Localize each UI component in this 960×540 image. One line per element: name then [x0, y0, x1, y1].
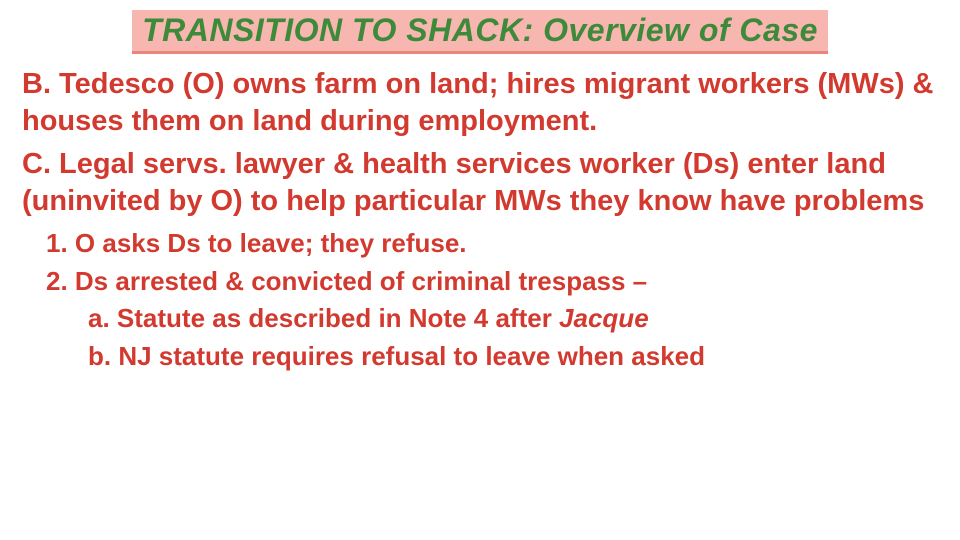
numbered-item-1: 1. O asks Ds to leave; they refuse. [46, 226, 938, 261]
slide: TRANSITION TO SHACK: Overview of Case B.… [0, 0, 960, 540]
sub-item-a-italic: Jacque [559, 303, 649, 333]
slide-body: B. Tedesco (O) owns farm on land; hires … [0, 58, 960, 374]
paragraph-b: B. Tedesco (O) owns farm on land; hires … [22, 66, 938, 140]
paragraph-c: C. Legal servs. lawyer & health services… [22, 146, 938, 220]
slide-title: TRANSITION TO SHACK: Overview of Case [132, 10, 828, 54]
numbered-item-2: 2. Ds arrested & convicted of criminal t… [46, 264, 938, 299]
numbered-list: 1. O asks Ds to leave; they refuse. 2. D… [22, 226, 938, 374]
sub-item-b: b. NJ statute requires refusal to leave … [88, 339, 938, 375]
title-container: TRANSITION TO SHACK: Overview of Case [0, 0, 960, 58]
sub-item-b-text: b. NJ statute requires refusal to leave … [88, 341, 705, 371]
sub-list: a. Statute as described in Note 4 after … [46, 301, 938, 375]
sub-item-a-text: a. Statute as described in Note 4 after [88, 303, 559, 333]
sub-item-a: a. Statute as described in Note 4 after … [88, 301, 938, 337]
